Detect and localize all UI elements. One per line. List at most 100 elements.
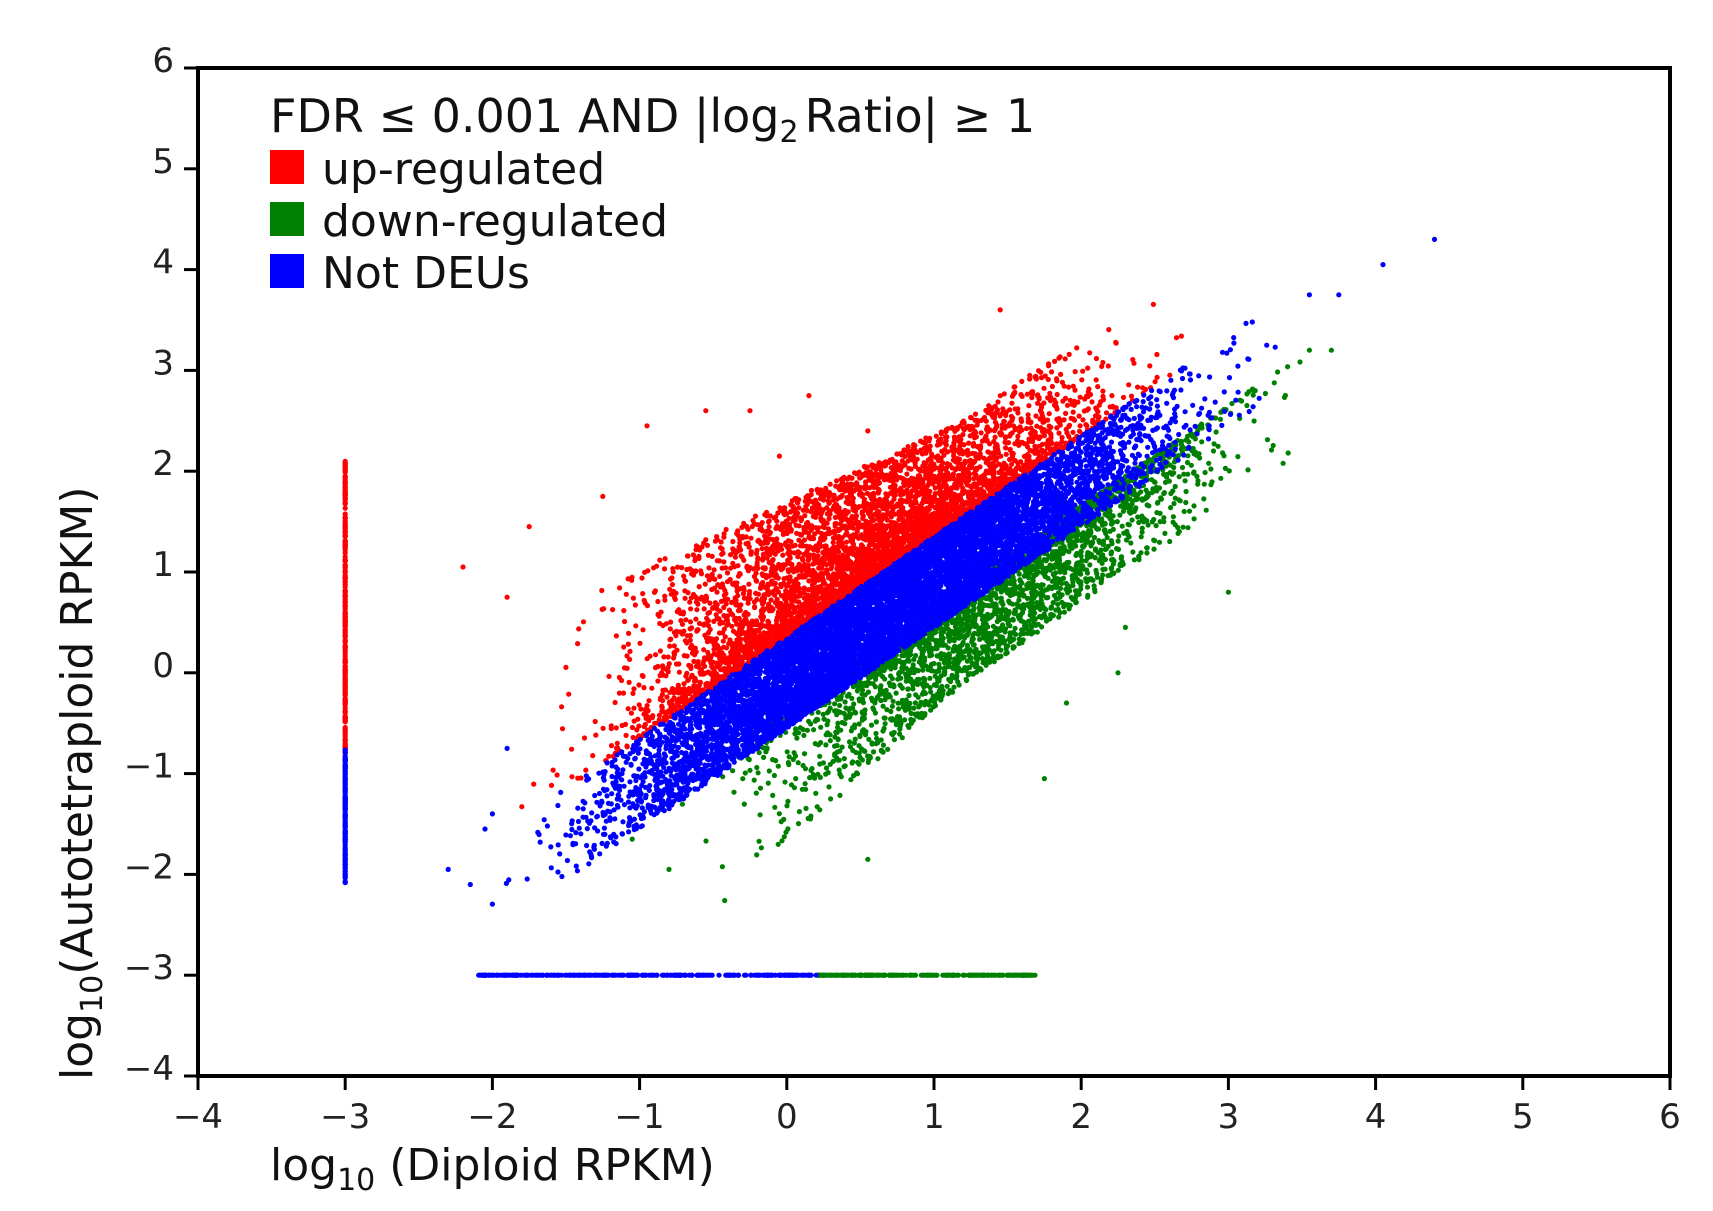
- data-point: [765, 528, 771, 534]
- data-point: [1036, 436, 1042, 442]
- data-point: [1154, 351, 1160, 358]
- data-point: [690, 591, 697, 598]
- data-point: [775, 589, 782, 595]
- data-point: [1049, 369, 1055, 375]
- data-point: [834, 589, 840, 595]
- data-point: [613, 725, 619, 731]
- data-point: [1001, 418, 1007, 424]
- data-point: [978, 417, 985, 423]
- data-point: [1001, 423, 1007, 429]
- data-point: [927, 475, 934, 481]
- data-point: [805, 562, 812, 569]
- data-point: [912, 447, 918, 453]
- data-point: [630, 690, 636, 697]
- data-point: [780, 552, 786, 558]
- data-point: [743, 637, 749, 643]
- data-point: [769, 607, 775, 613]
- data-point: [1100, 359, 1106, 366]
- data-point: [838, 535, 844, 541]
- data-point: [962, 449, 968, 455]
- data-point: [696, 584, 702, 590]
- data-point: [580, 619, 587, 625]
- data-point: [852, 565, 858, 571]
- data-point: [687, 599, 693, 605]
- data-point: [1010, 415, 1016, 421]
- data-point: [761, 599, 767, 605]
- data-point: [758, 584, 764, 591]
- data-point: [1061, 383, 1067, 389]
- data-point: [1036, 368, 1042, 374]
- data-point: [608, 723, 614, 729]
- data-point: [583, 767, 589, 773]
- data-point: [720, 620, 726, 626]
- data-point: [807, 544, 813, 550]
- data-point: [847, 588, 853, 594]
- data-point: [890, 507, 896, 513]
- data-point: [731, 658, 738, 664]
- data-point: [1080, 417, 1086, 423]
- data-point: [1019, 378, 1025, 384]
- data-point: [752, 513, 759, 519]
- data-point: [688, 606, 694, 612]
- data-point: [870, 548, 876, 554]
- data-point: [1167, 372, 1173, 378]
- data-point: [883, 537, 889, 543]
- data-point: [1105, 363, 1111, 369]
- data-point: [629, 577, 635, 583]
- data-point: [730, 560, 736, 567]
- data-point: [662, 597, 668, 603]
- data-point: [863, 537, 869, 543]
- data-point: [830, 539, 836, 546]
- data-point: [836, 485, 842, 491]
- data-point: [733, 602, 739, 608]
- data-point: [785, 557, 791, 563]
- data-point: [662, 687, 669, 693]
- data-point: [752, 641, 759, 647]
- data-point: [1076, 413, 1082, 419]
- data-point: [802, 574, 808, 580]
- data-point: [758, 522, 764, 528]
- data-point: [1085, 406, 1091, 412]
- data-point: [825, 498, 831, 504]
- data-point: [635, 716, 641, 722]
- data-point: [796, 505, 802, 511]
- data-point: [944, 504, 950, 510]
- data-point: [633, 623, 639, 629]
- data-point: [838, 581, 845, 587]
- data-point: [646, 698, 652, 704]
- data-point: [864, 465, 870, 471]
- data-point: [914, 456, 920, 462]
- data-point: [839, 569, 845, 575]
- data-point: [669, 688, 675, 695]
- data-point: [1109, 393, 1115, 399]
- data-point: [882, 546, 888, 552]
- data-point: [804, 602, 810, 608]
- data-point: [711, 646, 717, 652]
- data-point: [662, 593, 668, 599]
- data-point: [776, 610, 782, 616]
- data-point: [705, 649, 711, 656]
- data-point: [815, 584, 822, 591]
- data-point: [918, 476, 924, 482]
- data-point: [1001, 460, 1007, 466]
- data-point: [1007, 407, 1013, 413]
- data-point: [745, 600, 751, 606]
- data-point: [779, 523, 785, 529]
- data-point: [700, 661, 706, 667]
- data-point: [839, 492, 845, 498]
- data-point: [1058, 371, 1064, 377]
- data-point: [1018, 392, 1024, 398]
- data-point: [1013, 425, 1019, 432]
- data-point: [902, 453, 908, 459]
- data-point: [689, 571, 695, 577]
- data-point: [897, 497, 903, 503]
- data-point: [612, 699, 618, 706]
- data-point: [1120, 394, 1127, 400]
- data-point: [721, 604, 727, 611]
- data-point: [592, 718, 598, 725]
- data-point: [1147, 363, 1153, 369]
- data-point: [1045, 376, 1051, 383]
- data-point: [869, 496, 875, 502]
- data-point: [1103, 410, 1110, 416]
- data-point: [702, 581, 708, 587]
